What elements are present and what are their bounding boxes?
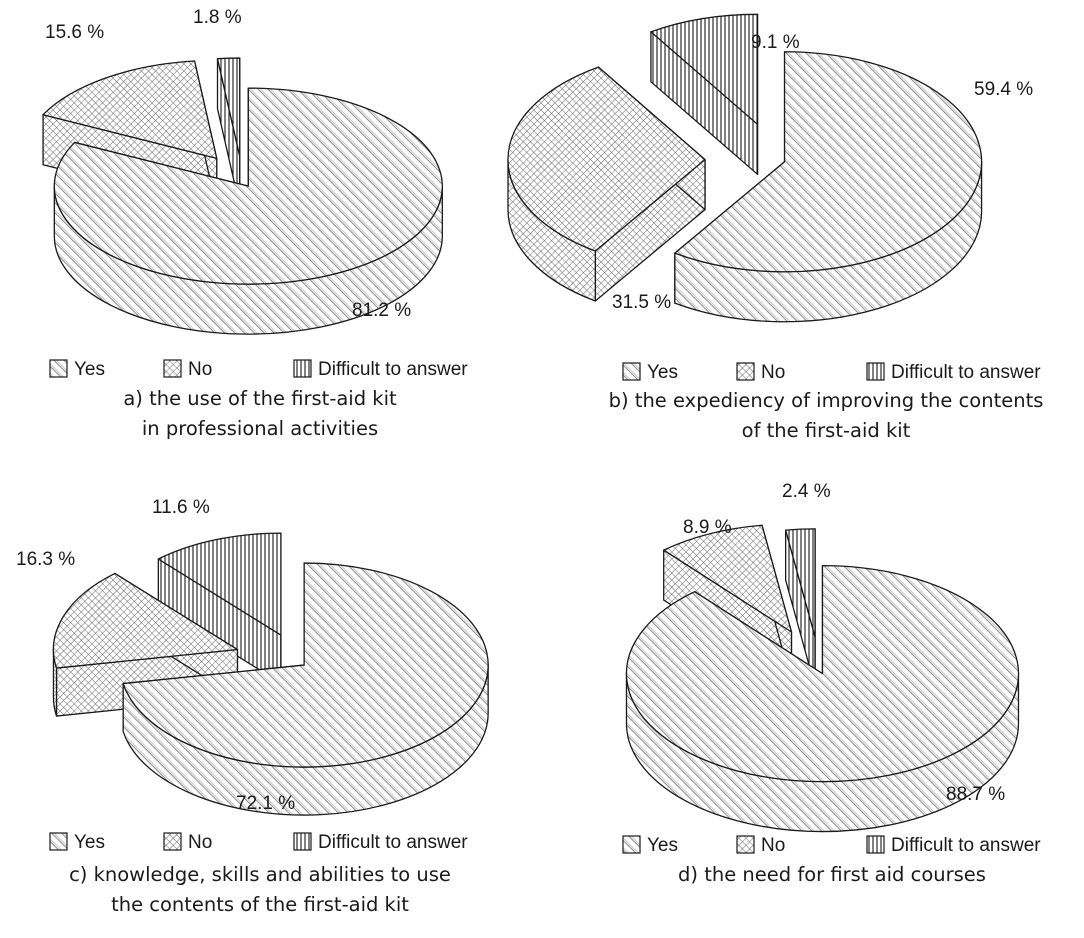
chart-caption-line-1: a) the use of the first-aid kit xyxy=(123,387,397,410)
slice-difficult-to-answer-top xyxy=(157,532,282,636)
value-label-yes: 81.2 % xyxy=(352,300,411,321)
value-label-no: 15.6 % xyxy=(45,22,104,43)
legend-label-no: No xyxy=(188,359,212,380)
chart-caption-line-1: d) the need for first aid courses xyxy=(678,863,986,886)
chart-caption-line-1: c) knowledge, skills and abilities to us… xyxy=(69,863,451,886)
slice-difficult-to-answer xyxy=(650,13,759,175)
legend-label-difficult-to-answer: Difficult to answer xyxy=(891,362,1041,383)
slice-yes-top xyxy=(674,51,983,273)
pie-chart-c: 72.1 % 16.3 % 11.6 % Yes No Difficult to answ… xyxy=(16,497,489,916)
slice-difficult-to-answer-top xyxy=(650,13,759,125)
legend-label-difficult-to-answer: Difficult to answer xyxy=(891,835,1041,856)
chart-caption-line-2: in professional activities xyxy=(142,417,378,440)
slice-yes-top xyxy=(122,562,489,768)
legend-swatch-yes xyxy=(49,832,68,851)
slice-no-top xyxy=(663,524,793,633)
value-label-difficult-to-answer: 2.4 % xyxy=(782,481,831,502)
slice-yes xyxy=(674,51,983,323)
chart-caption-line-2: the contents of the first-aid kit xyxy=(111,893,409,916)
slice-yes-top xyxy=(625,564,1020,783)
chart-caption-line-1: b) the expediency of improving the conte… xyxy=(609,389,1044,412)
value-label-no: 8.9 % xyxy=(683,517,732,538)
pie-chart-d: 88.7 % 8.9 % 2.4 % Yes No Difficult to answer… xyxy=(622,481,1041,886)
slice-no-top xyxy=(507,66,706,252)
legend-label-yes: Yes xyxy=(647,835,678,856)
slice-difficult-to-answer xyxy=(216,57,241,207)
value-label-difficult-to-answer: 11.6 % xyxy=(152,497,210,518)
value-label-difficult-to-answer: 9.1 % xyxy=(751,32,800,53)
slice-yes xyxy=(122,562,489,816)
value-label-no: 31.5 % xyxy=(612,292,671,313)
legend-label-no: No xyxy=(188,832,212,853)
legend-swatch-no xyxy=(736,362,755,381)
legend-swatch-yes xyxy=(622,835,641,854)
pie-chart-b: 59.4 % 31.5 % 9.1 % Yes No Difficult to answe… xyxy=(507,13,1044,442)
slice-yes xyxy=(53,87,443,335)
legend-swatch-difficult-to-answer xyxy=(866,835,885,854)
legend-swatch-no xyxy=(163,832,182,851)
legend-label-difficult-to-answer: Difficult to answer xyxy=(318,832,468,853)
slice-difficult-to-answer-top xyxy=(784,528,816,638)
slice-yes-top xyxy=(53,87,443,285)
slice-yes xyxy=(625,564,1020,833)
legend: Yes No Difficult to answer xyxy=(622,835,1041,856)
value-label-no: 16.3 % xyxy=(16,549,75,570)
legend: Yes No Difficult to answer xyxy=(49,359,468,380)
legend-label-difficult-to-answer: Difficult to answer xyxy=(318,359,468,380)
legend-swatch-difficult-to-answer xyxy=(293,359,312,378)
legend-label-no: No xyxy=(761,362,785,383)
legend: Yes No Difficult to answer xyxy=(622,362,1041,383)
legend-label-yes: Yes xyxy=(74,832,105,853)
slice-no-top xyxy=(52,572,239,669)
legend-label-yes: Yes xyxy=(647,362,678,383)
legend-swatch-yes xyxy=(49,359,68,378)
legend: Yes No Difficult to answer xyxy=(49,832,468,853)
legend-label-no: No xyxy=(761,835,785,856)
chart-caption-line-2: of the first-aid kit xyxy=(742,419,911,442)
legend-swatch-difficult-to-answer xyxy=(866,362,885,381)
legend-swatch-no xyxy=(736,835,755,854)
value-label-yes: 59.4 % xyxy=(974,79,1033,100)
slice-no xyxy=(507,66,706,302)
legend-swatch-difficult-to-answer xyxy=(293,832,312,851)
legend-label-yes: Yes xyxy=(74,359,105,380)
value-label-yes: 72.1 % xyxy=(236,793,295,814)
value-label-difficult-to-answer: 1.8 % xyxy=(193,7,242,28)
slice-no-top xyxy=(42,60,218,160)
legend-swatch-no xyxy=(163,359,182,378)
value-label-yes: 88.7 % xyxy=(946,784,1005,805)
slice-difficult-to-answer-top xyxy=(216,57,241,157)
pie-chart-a: 81.2 % 15.6 % 1.8 % Yes No Difficult to answe… xyxy=(42,7,468,440)
legend-swatch-yes xyxy=(622,362,641,381)
